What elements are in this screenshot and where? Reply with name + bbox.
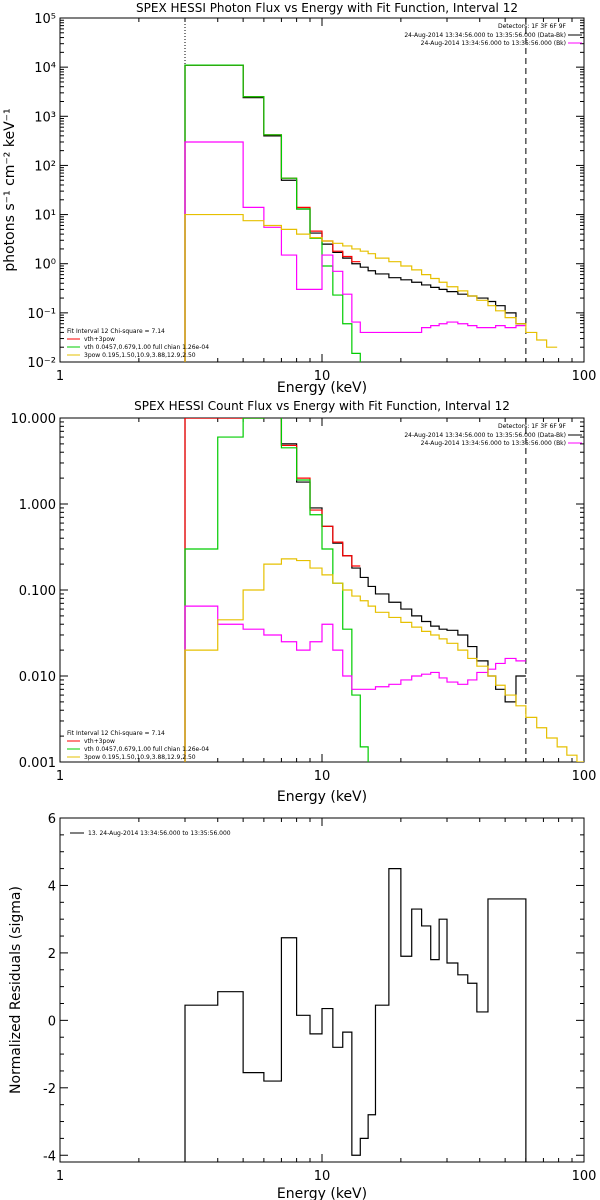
photon-flux-panel: SPEX HESSI Photon Flux vs Energy with Fi… [2, 1, 596, 396]
y-tick-label: 10¹ [34, 209, 56, 224]
photon-flux-ylabel: photons s⁻¹ cm⁻² keV⁻¹ [2, 108, 18, 271]
count-flux-xlabel: Energy (keV) [277, 789, 367, 805]
legend-vth: vth 0.0457,0.679,1.00 full chian 1.26e-0… [84, 746, 209, 753]
count-flux-legend-bottom-left: Fit Interval 12 Chi-square = 7.14 vth+3p… [67, 730, 209, 761]
residuals-legend: 13. 24-Aug-2014 13:34:56.000 to 13:35:56… [70, 830, 231, 837]
legend-fit-interval: Fit Interval 12 Chi-square = 7.14 [67, 730, 165, 737]
legend-detectors: Detectors: 1F 3F 6F 9F [498, 23, 567, 30]
y-tick-label: 10⁵ [34, 12, 56, 27]
residuals-xlabel: Energy (keV) [277, 1186, 367, 1200]
residuals-axes: 1 10 100 -4 -2 0 2 4 6 [43, 812, 596, 1184]
series-line-3 [184, 605, 526, 762]
y-tick-label: 10⁻¹ [27, 307, 56, 322]
legend-total: vth+3pow [84, 738, 115, 745]
x-tick-label: 100 [572, 369, 597, 384]
legend-detectors: Detectors: 1F 3F 6F 9F [498, 423, 567, 430]
y-tick-label: 0.001 [19, 756, 56, 771]
legend-fit-interval: Fit Interval 12 Chi-square = 7.14 [67, 328, 165, 335]
photon-flux-series [184, 64, 558, 362]
legend-residual-interval: 13. 24-Aug-2014 13:34:56.000 to 13:35:56… [88, 830, 231, 837]
legend-data-bk: 24-Aug-2014 13:34:56.000 to 13:35:56.000… [404, 32, 566, 39]
residuals-plot-frame [59, 817, 585, 1163]
y-tick-label: 4 [48, 879, 56, 894]
legend-total: vth+3pow [84, 336, 115, 343]
photon-flux-legend-top-right: Detectors: 1F 3F 6F 9F 24-Aug-2014 13:34… [404, 23, 582, 47]
count-flux-range-markers [184, 418, 527, 762]
y-tick-label: 2 [48, 947, 56, 962]
count-flux-legend-top-right: Detectors: 1F 3F 6F 9F 24-Aug-2014 13:34… [404, 423, 582, 447]
legend-vth: vth 0.0457,0.679,1.00 full chian 1.26e-0… [84, 344, 209, 351]
residuals-panel: Energy (keV) Normalized Residuals (sigma… [8, 812, 596, 1200]
series-line-0 [184, 867, 527, 1162]
y-tick-label: 10⁻² [27, 356, 56, 371]
legend-bk: 24-Aug-2014 13:34:56.000 to 13:35:56.000… [421, 40, 566, 47]
legend-data-bk: 24-Aug-2014 13:34:56.000 to 13:35:56.000… [404, 432, 566, 439]
residuals-series [184, 867, 527, 1162]
legend-3pow: 3pow 0.195,1.50,10.9,3.88,12.9,2.50 [84, 754, 196, 761]
photon-flux-xlabel: Energy (keV) [277, 380, 367, 396]
x-tick-label: 10 [314, 369, 331, 384]
count-flux-axes: 1 10 100 0.001 0.010 0.100 1.000 10.000 [11, 412, 597, 784]
y-tick-label: 10³ [34, 110, 56, 125]
y-tick-label: 6 [48, 812, 56, 827]
y-tick-label: 10⁴ [34, 61, 56, 76]
y-tick-label: 1.000 [19, 498, 56, 513]
x-tick-label: 100 [572, 769, 597, 784]
series-line-1 [184, 64, 361, 362]
count-flux-series [184, 418, 584, 762]
series-line-4 [184, 213, 558, 362]
photon-flux-legend-bottom-left: Fit Interval 12 Chi-square = 7.14 vth+3p… [67, 328, 209, 359]
legend-3pow: 3pow 0.195,1.50,10.9,3.88,12.9,2.50 [84, 352, 196, 359]
y-tick-label: 0.100 [19, 584, 56, 599]
y-tick-label: -4 [43, 1149, 56, 1164]
legend-bk: 24-Aug-2014 13:34:56.000 to 13:35:56.000… [421, 440, 566, 447]
y-tick-label: 10⁰ [34, 258, 56, 273]
series-line-1 [184, 418, 361, 762]
x-tick-label: 1 [56, 369, 64, 384]
y-tick-label: 0.010 [19, 670, 56, 685]
photon-flux-title: SPEX HESSI Photon Flux vs Energy with Fi… [136, 1, 518, 15]
count-flux-panel: SPEX HESSI Count Flux vs Energy with Fit… [11, 399, 597, 805]
x-tick-label: 1 [56, 769, 64, 784]
series-line-2 [184, 418, 369, 762]
y-tick-label: 0 [48, 1014, 56, 1029]
photon-flux-axes: 1 10 100 10⁻² 10⁻¹ 10⁰ 10¹ 10² 10³ 10⁴ 10⁵ [27, 12, 596, 384]
x-tick-label: 100 [572, 1169, 597, 1184]
residuals-ylabel: Normalized Residuals (sigma) [8, 886, 24, 1094]
y-tick-label: -2 [43, 1082, 56, 1097]
series-line-2 [184, 64, 361, 362]
photon-flux-range-markers [184, 18, 527, 362]
count-flux-plot-frame [59, 417, 585, 763]
x-tick-label: 10 [314, 1169, 331, 1184]
series-line-0 [184, 64, 526, 362]
x-tick-label: 10 [314, 769, 331, 784]
series-line-3 [184, 141, 526, 362]
count-flux-title: SPEX HESSI Count Flux vs Energy with Fit… [134, 399, 510, 413]
y-tick-label: 10² [34, 159, 56, 174]
y-tick-label: 10.000 [11, 412, 57, 427]
x-tick-label: 1 [56, 1169, 64, 1184]
series-line-4 [184, 558, 584, 762]
series-line-0 [184, 418, 526, 762]
